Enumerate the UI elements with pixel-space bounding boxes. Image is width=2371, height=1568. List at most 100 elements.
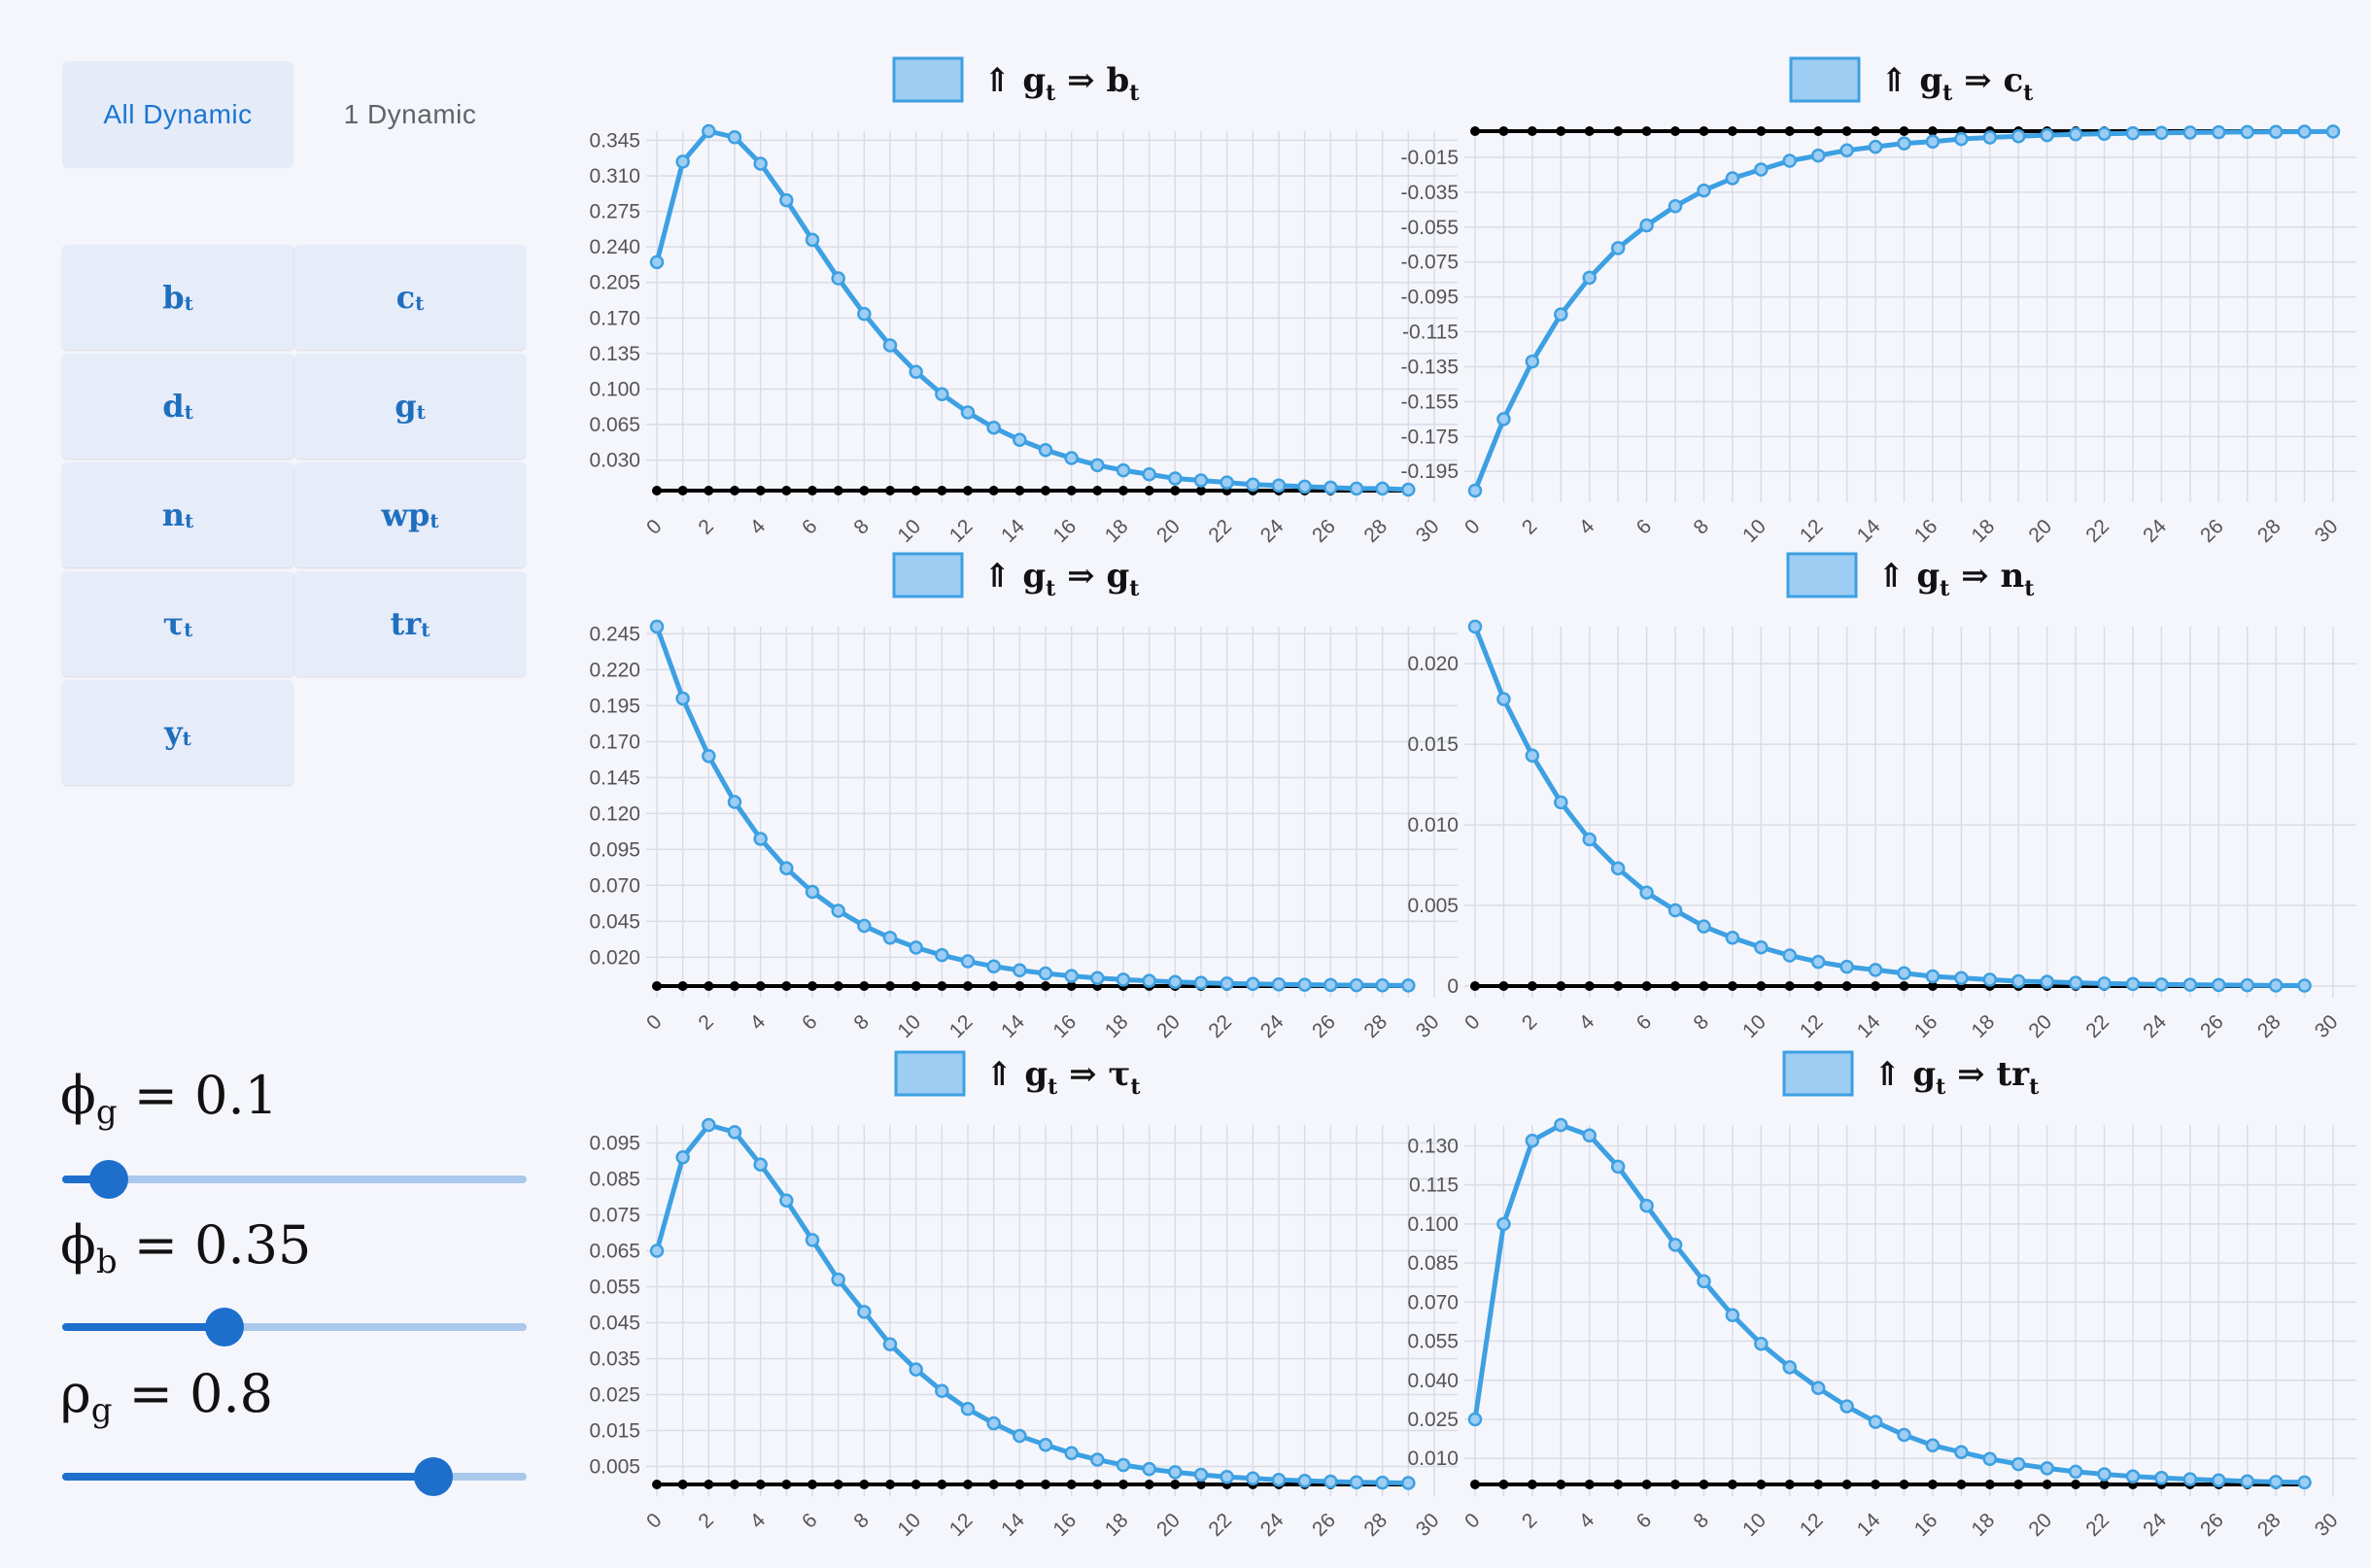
series-point <box>1667 198 1683 214</box>
series-point <box>1496 1216 1511 1232</box>
x-tick-label: 20 <box>2024 1010 2056 1042</box>
series-point <box>1925 134 1941 150</box>
param-value: 0.8 <box>189 1363 273 1424</box>
y-tick-label: 0.010 <box>1407 814 1459 836</box>
series-point <box>1090 458 1105 473</box>
param-sub: g <box>90 1391 113 1430</box>
series-point <box>1038 966 1053 981</box>
variable-button-tr[interactable]: tr t <box>294 571 526 676</box>
variable-sub: t <box>430 509 439 532</box>
baseline-point <box>833 486 843 495</box>
x-tick-label: 16 <box>1048 515 1081 547</box>
series-point <box>960 954 976 969</box>
baseline-point <box>1556 1480 1566 1489</box>
tab-one-dynamic[interactable]: 1 Dynamic <box>343 99 477 129</box>
baseline-point <box>1813 1480 1824 1489</box>
series-point <box>805 1233 820 1247</box>
baseline-point <box>1041 1480 1050 1489</box>
y-tick-label: 0.085 <box>589 1169 640 1191</box>
series-point <box>857 306 872 322</box>
x-tick-label: 20 <box>1152 1509 1185 1541</box>
slider-rho-g[interactable] <box>62 1457 527 1496</box>
y-tick-label: 0.015 <box>1407 733 1459 756</box>
baseline-point <box>1118 486 1128 495</box>
x-tick-label: 16 <box>1048 1509 1081 1541</box>
baseline-point <box>1014 486 1025 495</box>
baseline-point <box>652 1480 662 1489</box>
tab-all-dynamic[interactable]: All Dynamic <box>62 61 293 168</box>
x-tick-label: 16 <box>1910 515 1942 547</box>
legend-var-sub: t <box>1129 576 1140 601</box>
baseline-point <box>755 981 766 991</box>
x-tick-label: 0 <box>1460 1010 1485 1035</box>
param-label-phi-b: ϕb = 0.35 <box>60 1214 312 1281</box>
param-symbol: ρ <box>60 1363 91 1424</box>
y-tick-label: 0.030 <box>589 450 640 472</box>
series-point <box>2240 977 2254 993</box>
param-value: 0.35 <box>194 1214 312 1276</box>
baseline-point <box>1784 981 1795 991</box>
x-tick-label: 0 <box>642 515 667 539</box>
series-point <box>1697 183 1711 198</box>
baseline-point <box>963 981 973 991</box>
legend-arrow: ⇒ <box>1949 557 2000 596</box>
x-tick-label: 30 <box>2311 1010 2343 1042</box>
legend-var-sub: t <box>1129 81 1140 106</box>
series-point <box>675 691 690 706</box>
x-tick-label: 24 <box>2139 1509 2171 1541</box>
y-tick-label: 0.065 <box>589 414 640 436</box>
legend-label: ⇑ gt ⇒ τt <box>985 1055 1141 1100</box>
legend-label: ⇑ gt ⇒ ct <box>1880 61 2034 106</box>
slider-rail <box>62 1176 527 1183</box>
series-point <box>909 1362 923 1377</box>
param-equals: = <box>117 1065 195 1126</box>
y-tick-label: 0.075 <box>589 1205 640 1227</box>
series-point <box>1868 1415 1883 1429</box>
series-line <box>1472 1122 2305 1485</box>
series-point <box>727 795 742 809</box>
y-tick-label: 0.065 <box>589 1241 640 1263</box>
x-tick-label: 2 <box>694 1010 718 1035</box>
slider-phi-g[interactable] <box>62 1160 527 1199</box>
baseline-point <box>1498 1480 1509 1489</box>
x-tick-label: 30 <box>2311 1509 2343 1541</box>
x-tick-label: 0 <box>1460 1509 1485 1533</box>
y-tick-label: 0.010 <box>1407 1448 1459 1470</box>
y-tick-label: 0.275 <box>589 201 640 223</box>
slider-thumb[interactable] <box>414 1457 454 1496</box>
slider-thumb[interactable] <box>205 1308 245 1346</box>
variable-button-wp[interactable]: wp t <box>294 462 526 567</box>
baseline-point <box>1756 981 1767 991</box>
baseline-point <box>911 981 921 991</box>
baseline-point <box>1841 981 1852 991</box>
series-point <box>649 619 665 634</box>
baseline-point <box>937 1480 947 1489</box>
baseline-point <box>2071 1480 2081 1489</box>
series-point <box>960 405 976 420</box>
x-tick-label: 10 <box>893 515 925 547</box>
series-point <box>1754 162 1769 177</box>
x-tick-label: 22 <box>2081 515 2113 547</box>
slider-thumb[interactable] <box>88 1160 128 1199</box>
series-point <box>882 1337 898 1351</box>
slider-phi-b[interactable] <box>62 1308 527 1346</box>
chart-panel: 0.010 0.025 0.040 0.055 0.070 0.085 0.100 0.115… <box>1407 1050 2356 1541</box>
y-tick-label: 0.195 <box>589 695 640 717</box>
series-point <box>1349 977 1364 993</box>
series-point <box>1246 1471 1260 1485</box>
x-tick-label: 10 <box>1738 1509 1770 1541</box>
series-point <box>882 338 898 353</box>
legend-prefix-sub: t <box>1936 1074 1946 1100</box>
series-point <box>1897 1427 1911 1443</box>
series-point <box>2068 975 2083 990</box>
y-tick-label: 0.100 <box>589 378 640 400</box>
baseline-point <box>988 486 999 495</box>
